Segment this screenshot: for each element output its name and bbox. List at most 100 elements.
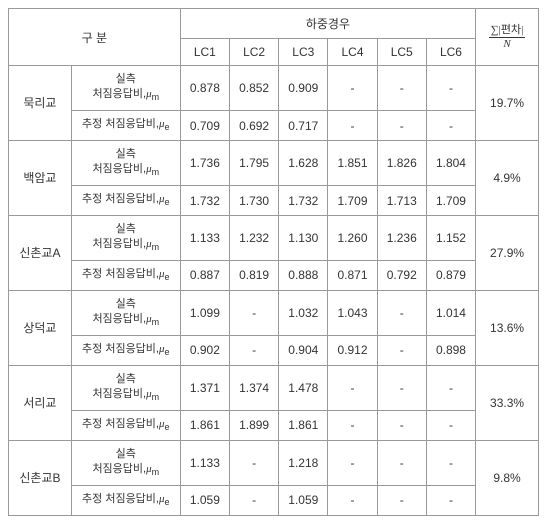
value-cell: 1.730 [229, 186, 278, 216]
value-cell: 0.692 [229, 111, 278, 141]
sum-bot: N [489, 38, 526, 50]
value-cell: 0.902 [180, 336, 229, 366]
measured-line1: 실측 [116, 223, 136, 235]
bridge-name: 상덕교 [9, 290, 72, 365]
value-cell: 1.899 [229, 410, 278, 440]
value-cell: 1.130 [279, 215, 328, 260]
measured-line1: 실측 [116, 298, 136, 310]
value-cell: - [328, 485, 377, 515]
value-cell: - [229, 485, 278, 515]
header-lc5: LC5 [377, 39, 426, 66]
value-cell: - [377, 440, 426, 485]
value-cell: 0.887 [180, 261, 229, 291]
value-cell: 0.709 [180, 111, 229, 141]
value-cell: 1.133 [180, 215, 229, 260]
value-cell: 0.912 [328, 336, 377, 366]
pct-cell: 33.3% [476, 365, 539, 440]
value-cell: 0.879 [426, 261, 475, 291]
value-cell: 0.909 [279, 66, 328, 111]
header-sum: ∑|편차| N [476, 9, 539, 66]
value-cell: - [426, 111, 475, 141]
data-table: 구 분 하중경우 ∑|편차| N LC1 LC2 LC3 LC4 LC5 LC6… [8, 8, 539, 516]
value-cell: - [328, 365, 377, 410]
value-cell: 0.888 [279, 261, 328, 291]
value-cell: 1.826 [377, 140, 426, 185]
row-label-estimated: 추정 처짐응답비,μe [71, 111, 180, 141]
value-cell: 1.260 [328, 215, 377, 260]
header-lc2: LC2 [229, 39, 278, 66]
measured-line1: 실측 [116, 148, 136, 160]
value-cell: 1.478 [279, 365, 328, 410]
bridge-name: 신촌교B [9, 440, 72, 515]
table-row: 백암교 실측 처짐응답비,μm 1.7361.7951.6281.8511.82… [9, 140, 539, 185]
value-cell: - [426, 66, 475, 111]
value-cell: - [377, 111, 426, 141]
value-cell: 1.374 [229, 365, 278, 410]
pct-cell: 9.8% [476, 440, 539, 515]
measured-line2: 처짐응답비,μm [92, 163, 159, 175]
row-label-measured: 실측 처짐응답비,μm [71, 215, 180, 260]
value-cell: 1.152 [426, 215, 475, 260]
measured-line2: 처짐응답비,μm [92, 388, 159, 400]
value-cell: 0.717 [279, 111, 328, 141]
value-cell: 0.904 [279, 336, 328, 366]
value-cell: - [229, 290, 278, 335]
value-cell: 1.732 [180, 186, 229, 216]
value-cell: 1.804 [426, 140, 475, 185]
table-row: 상덕교 실측 처짐응답비,μm 1.099-1.0321.043-1.01413… [9, 290, 539, 335]
value-cell: 1.851 [328, 140, 377, 185]
value-cell: 1.043 [328, 290, 377, 335]
row-label-measured: 실측 처짐응답비,μm [71, 66, 180, 111]
table-row: 신촌교A 실측 처짐응답비,μm 1.1331.2321.1301.2601.2… [9, 215, 539, 260]
bridge-name: 백암교 [9, 140, 72, 215]
header-loadcase-group: 하중경우 [180, 9, 475, 39]
value-cell: 0.819 [229, 261, 278, 291]
table-row: 추정 처짐응답비,μe 1.7321.7301.7321.7091.7131.7… [9, 186, 539, 216]
row-label-estimated: 추정 처짐응답비,μe [71, 336, 180, 366]
value-cell: 1.236 [377, 215, 426, 260]
value-cell: 1.861 [180, 410, 229, 440]
value-cell: - [377, 290, 426, 335]
measured-line2: 처짐응답비,μm [92, 313, 159, 325]
value-cell: 1.218 [279, 440, 328, 485]
value-cell: 1.709 [426, 186, 475, 216]
row-label-estimated: 추정 처짐응답비,μe [71, 186, 180, 216]
table-header: 구 분 하중경우 ∑|편차| N LC1 LC2 LC3 LC4 LC5 LC6 [9, 9, 539, 66]
value-cell: - [229, 440, 278, 485]
value-cell: 1.371 [180, 365, 229, 410]
value-cell: 1.099 [180, 290, 229, 335]
value-cell: 1.732 [279, 186, 328, 216]
row-label-estimated: 추정 처짐응답비,μe [71, 410, 180, 440]
value-cell: 1.736 [180, 140, 229, 185]
value-cell: 0.792 [377, 261, 426, 291]
table-row: 서리교 실측 처짐응답비,μm 1.3711.3741.478---33.3% [9, 365, 539, 410]
value-cell: - [426, 485, 475, 515]
value-cell: 1.059 [279, 485, 328, 515]
measured-line2: 처짐응답비,μm [92, 238, 159, 250]
pct-cell: 13.6% [476, 290, 539, 365]
table-row: 추정 처짐응답비,μe 1.8611.8991.861--- [9, 410, 539, 440]
row-label-measured: 실측 처짐응답비,μm [71, 440, 180, 485]
value-cell: - [328, 66, 377, 111]
table-row: 추정 처짐응답비,μe 0.8870.8190.8880.8710.7920.8… [9, 261, 539, 291]
header-category: 구 분 [9, 9, 181, 66]
value-cell: - [377, 336, 426, 366]
bridge-name: 신촌교A [9, 215, 72, 290]
measured-line1: 실측 [116, 73, 136, 85]
bridge-name: 서리교 [9, 365, 72, 440]
pct-cell: 4.9% [476, 140, 539, 215]
value-cell: - [328, 111, 377, 141]
pct-cell: 27.9% [476, 215, 539, 290]
measured-line2: 처짐응답비,μm [92, 88, 159, 100]
value-cell: 1.861 [279, 410, 328, 440]
row-label-estimated: 추정 처짐응답비,μe [71, 485, 180, 515]
value-cell: 1.133 [180, 440, 229, 485]
table-row: 추정 처짐응답비,μe 0.902-0.9040.912-0.898 [9, 336, 539, 366]
header-lc6: LC6 [426, 39, 475, 66]
value-cell: 0.878 [180, 66, 229, 111]
value-cell: 1.059 [180, 485, 229, 515]
table-row: 묵리교 실측 처짐응답비,μm 0.8780.8520.909---19.7% [9, 66, 539, 111]
bridge-name: 묵리교 [9, 66, 72, 141]
value-cell: 0.898 [426, 336, 475, 366]
header-lc1: LC1 [180, 39, 229, 66]
